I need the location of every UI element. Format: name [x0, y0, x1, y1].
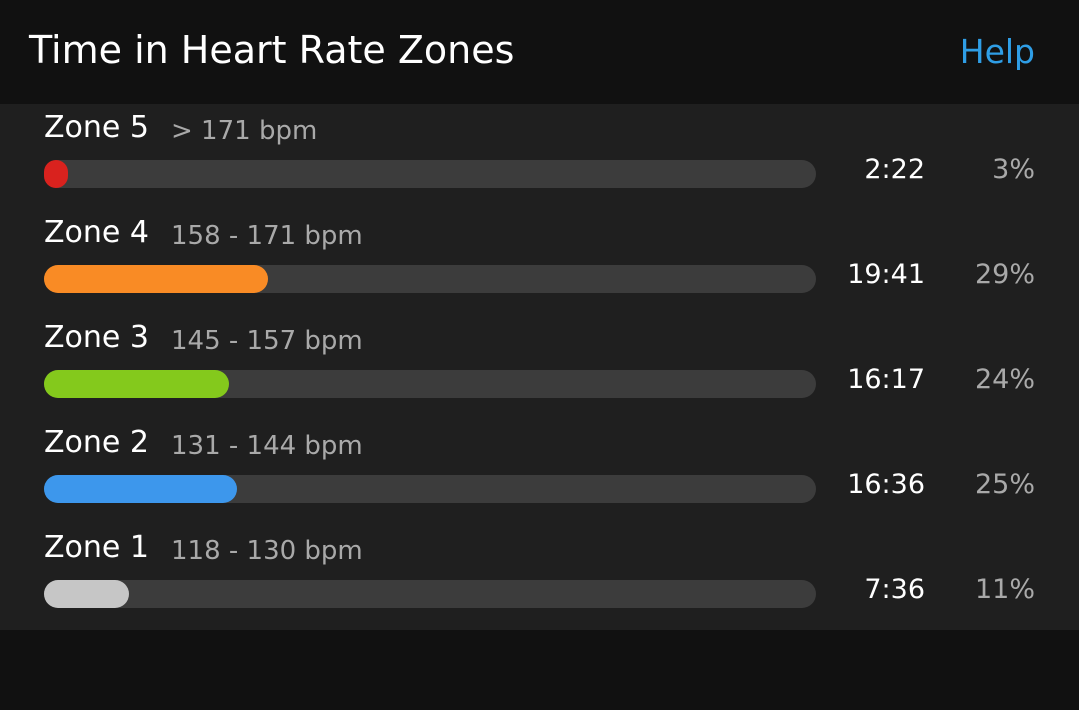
zone-range: 131 - 144 bpm [171, 431, 363, 461]
zone-percent: 11% [974, 574, 1035, 605]
bar-track [44, 580, 816, 608]
bar [44, 160, 68, 188]
zone-range: 158 - 171 bpm [171, 221, 363, 251]
zone-percent: 24% [974, 364, 1035, 395]
bar [44, 370, 230, 398]
bar [44, 475, 237, 503]
zone-label: Zone 3 [44, 320, 149, 355]
zone-label: Zone 4 [44, 215, 149, 250]
zone-label: Zone 1 [44, 530, 149, 565]
zone-percent: 29% [974, 259, 1035, 290]
zone-time: 7:36 [864, 574, 925, 605]
zone-label: Zone 5 [44, 110, 149, 145]
bar [44, 265, 268, 293]
zone-percent: 25% [974, 469, 1035, 500]
help-link[interactable]: Help [959, 32, 1035, 71]
zone-range: 118 - 130 bpm [171, 536, 363, 566]
zone-range: 145 - 157 bpm [171, 326, 363, 356]
zone-label: Zone 2 [44, 425, 149, 460]
title: Time in Heart Rate Zones [29, 28, 515, 72]
zone-percent: 3% [992, 154, 1035, 185]
zone-time: 19:41 [847, 259, 925, 290]
zones-panel [0, 104, 1079, 630]
zone-time: 2:22 [864, 154, 925, 185]
zone-time: 16:17 [847, 364, 925, 395]
zone-range: > 171 bpm [171, 116, 318, 146]
bar [44, 580, 129, 608]
zone-time: 16:36 [847, 469, 925, 500]
bar-track [44, 160, 816, 188]
